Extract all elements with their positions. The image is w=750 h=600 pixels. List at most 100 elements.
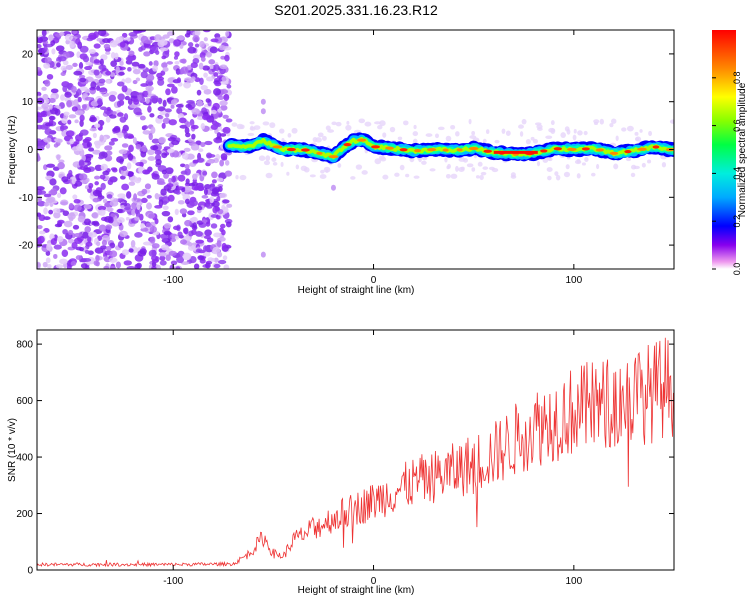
noise-speck (124, 95, 131, 101)
signal-peak (456, 148, 463, 152)
noise-speck (109, 250, 118, 258)
noise-speck (176, 35, 186, 41)
noise-speck (52, 166, 60, 171)
noise-speck (136, 202, 141, 210)
noise-speck (99, 87, 107, 93)
faint-speck (625, 157, 632, 162)
noise-speck (44, 128, 53, 136)
noise-speck (116, 100, 122, 108)
noise-speck (82, 104, 87, 111)
noise-speck (41, 30, 47, 37)
faint-speck (437, 126, 445, 131)
noise-speck (97, 235, 103, 241)
spectrogram-x-tick-label: -100 (163, 275, 183, 286)
faint-speck (534, 122, 542, 126)
faint-speck (309, 174, 316, 178)
noise-speck (140, 83, 149, 87)
faint-speck (262, 121, 270, 126)
faint-speck (530, 136, 535, 141)
noise-speck (175, 103, 184, 108)
noise-speck (226, 203, 233, 208)
noise-speck (161, 169, 167, 175)
noise-speck (198, 62, 204, 70)
faint-speck (269, 122, 276, 129)
noise-speck (219, 100, 228, 106)
spectrogram-noise-cloud (37, 30, 674, 269)
noise-speck (76, 143, 84, 152)
faint-speck (239, 174, 247, 181)
noise-speck (213, 232, 222, 238)
noise-speck (117, 240, 124, 249)
noise-speck (96, 85, 101, 91)
noise-speck (108, 257, 118, 263)
snr-y-axis-label: SNR (10 * v/v) (7, 418, 18, 482)
noise-speck (151, 172, 156, 177)
noise-speck (100, 106, 107, 111)
noise-speck (88, 182, 94, 189)
noise-speck (137, 94, 143, 101)
noise-speck (127, 66, 132, 72)
noise-speck (181, 152, 189, 160)
noise-speck (44, 175, 53, 180)
signal-peak (540, 149, 548, 153)
faint-speck (247, 132, 255, 137)
noise-speck (68, 238, 75, 244)
noise-speck (96, 37, 102, 42)
noise-speck (187, 210, 195, 216)
noise-speck (206, 204, 213, 209)
signal-peak (468, 146, 479, 151)
noise-speck (68, 169, 73, 176)
noise-speck (166, 61, 174, 65)
noise-speck (90, 81, 97, 89)
noise-speck (84, 66, 93, 71)
faint-speck (444, 157, 448, 163)
noise-speck (71, 86, 77, 93)
noise-speck (93, 69, 100, 76)
faint-speck (547, 157, 553, 162)
noise-speck (82, 231, 89, 239)
faint-speck (510, 172, 516, 178)
faint-speck (501, 128, 506, 134)
faint-speck (613, 163, 619, 170)
noise-speck (140, 71, 148, 79)
faint-speck (609, 123, 614, 128)
noise-speck (206, 153, 216, 158)
faint-speck (295, 164, 300, 170)
snr-x-tick-label: 0 (371, 576, 377, 587)
noise-speck (87, 250, 94, 256)
noise-speck (37, 224, 43, 230)
faint-speck (253, 125, 261, 130)
isolated-spot (260, 98, 266, 105)
faint-speck (581, 162, 586, 166)
faint-speck (458, 166, 465, 173)
noise-speck (203, 88, 212, 95)
noise-speck (156, 181, 166, 186)
noise-speck (220, 104, 228, 111)
noise-speck (56, 138, 63, 143)
noise-speck (75, 38, 81, 45)
faint-speck (291, 127, 298, 134)
faint-speck (479, 174, 484, 181)
noise-speck (203, 245, 208, 252)
noise-speck (145, 97, 150, 104)
noise-speck (97, 30, 107, 37)
noise-speck (210, 223, 218, 229)
faint-speck (345, 124, 352, 131)
noise-speck (105, 116, 111, 123)
signal-peak (328, 155, 339, 159)
noise-speck (96, 98, 103, 105)
noise-speck (93, 260, 99, 266)
noise-speck (91, 212, 99, 219)
faint-speck (485, 129, 490, 134)
colorbar-tick-label: 0.2 (732, 215, 742, 228)
noise-speck (89, 127, 98, 132)
noise-speck (213, 139, 223, 144)
noise-speck (58, 56, 67, 62)
signal-peak (399, 148, 408, 152)
noise-speck (62, 60, 69, 66)
noise-speck (185, 178, 190, 185)
noise-speck (70, 261, 77, 266)
faint-speck (480, 171, 487, 176)
signal-peak (483, 149, 493, 153)
